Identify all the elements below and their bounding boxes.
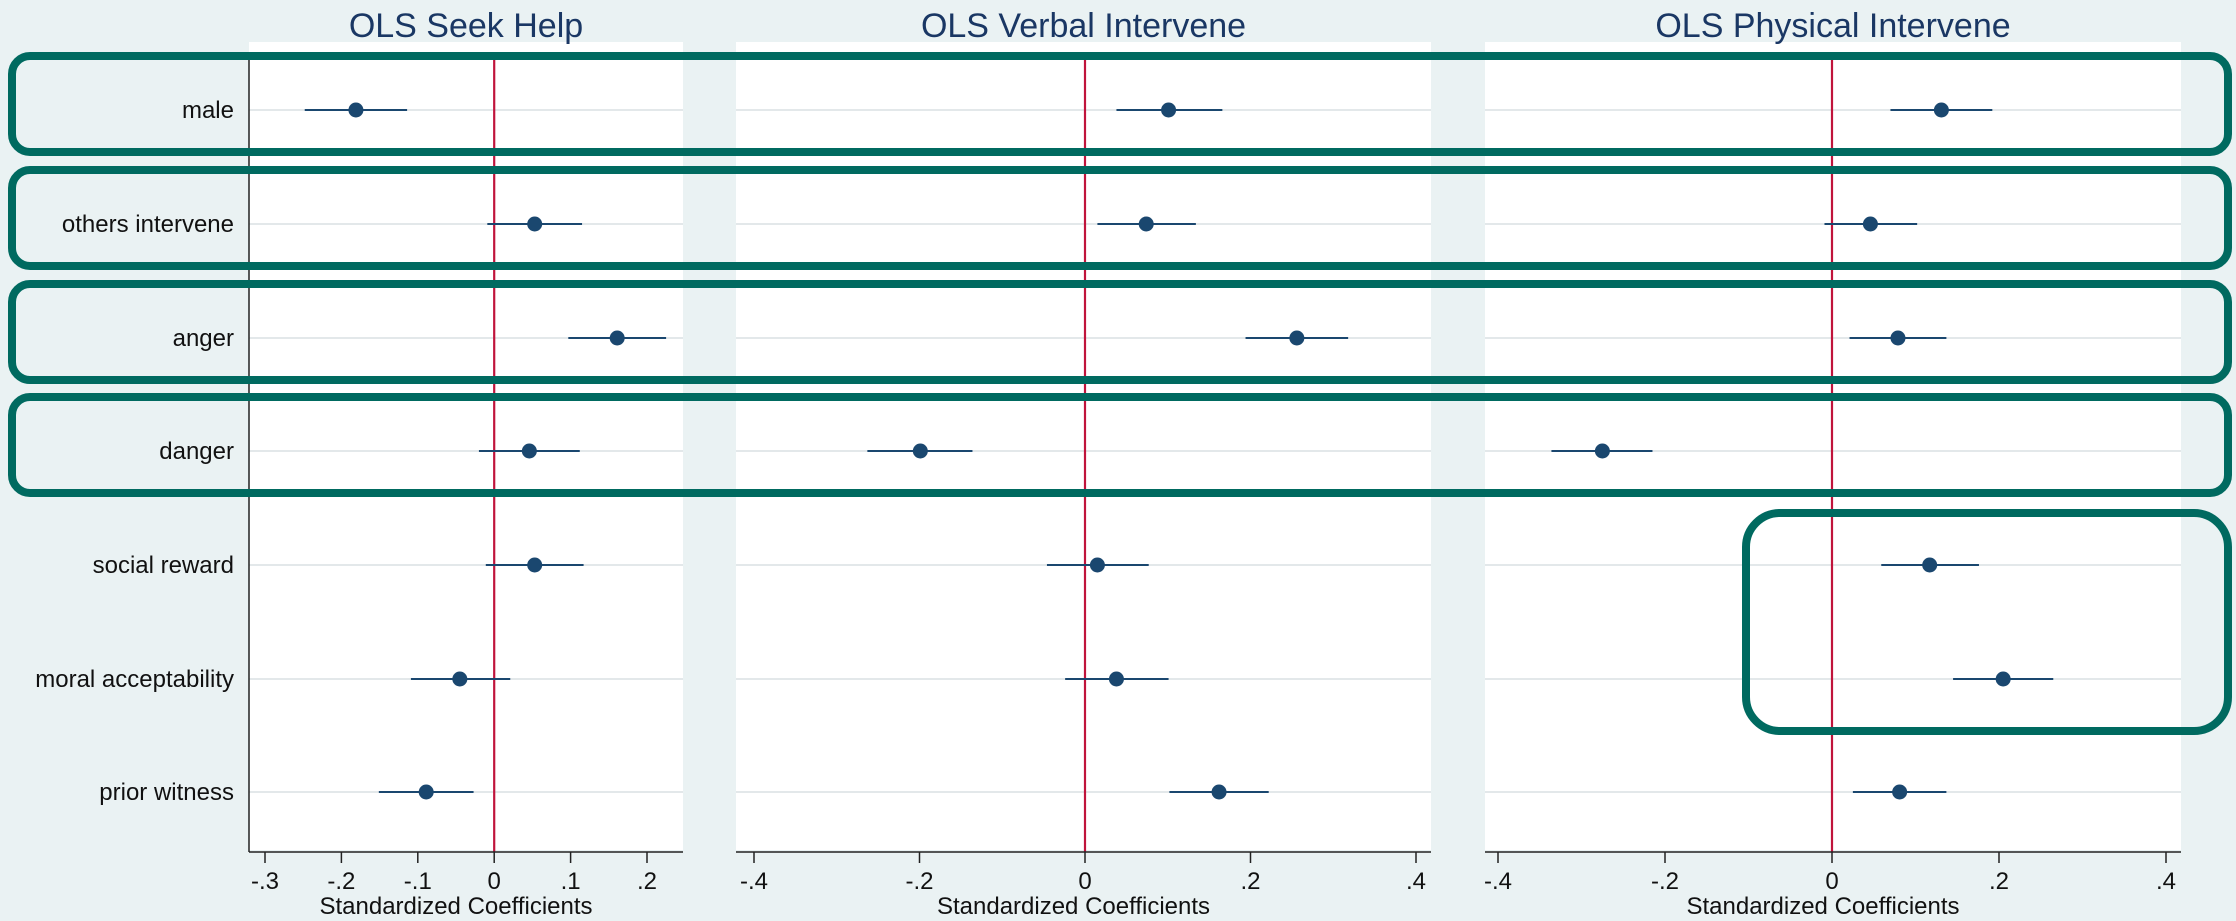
point-estimate <box>1161 102 1177 118</box>
highlight-box-male <box>8 52 2232 156</box>
coefficient-male <box>304 102 408 118</box>
chart-panels: OLS Seek Help -.3 -.2 -.1 0 .1 .2 Standardized … <box>248 7 2181 920</box>
x-tick-label: -.2 <box>327 868 355 895</box>
x-tick-label: -.4 <box>1484 868 1512 895</box>
panel-title: OLS Seek Help <box>349 7 583 45</box>
coefficient-male <box>1116 102 1223 118</box>
point-estimate <box>1108 671 1124 687</box>
x-tick-label: .1 <box>561 868 581 895</box>
point-estimate <box>521 443 537 459</box>
coefficient-social-reward <box>1881 557 1979 573</box>
x-tick-label: -.2 <box>905 868 933 895</box>
point-estimate <box>1862 216 1878 232</box>
category-label-moral-acceptability: moral acceptability <box>35 666 234 693</box>
coefficient-moral-acceptability <box>1953 671 2054 687</box>
point-estimate <box>1594 443 1610 459</box>
coefficient-prior-witness <box>378 784 474 800</box>
point-estimate <box>527 216 543 232</box>
coefficient-others-intervene <box>487 216 583 232</box>
panel-ols-verbal-intervene: OLS Verbal Intervene -.4 -.2 0 .2 .4 Standardi… <box>736 7 1431 920</box>
point-estimate <box>348 102 364 118</box>
x-tick-label: -.4 <box>740 868 768 895</box>
point-estimate <box>1922 557 1938 573</box>
x-tick-label: 0 <box>1825 868 1838 895</box>
x-tick-label: -.2 <box>1651 868 1679 895</box>
panel-ols-seek-help: OLS Seek Help -.3 -.2 -.1 0 .1 .2 Standardized … <box>248 7 683 920</box>
point-estimate <box>452 671 468 687</box>
plot-area <box>736 42 1431 850</box>
coefficient-danger <box>478 443 580 459</box>
x-tick-label: -.1 <box>404 868 432 895</box>
coefficient-others-intervene <box>1097 216 1196 232</box>
x-tick-label: 0 <box>488 868 501 895</box>
point-estimate <box>1890 330 1906 346</box>
point-estimate <box>912 443 928 459</box>
point-estimate <box>1289 330 1305 346</box>
x-tick-label: .2 <box>1240 868 1260 895</box>
coefficient-moral-acceptability <box>1065 671 1169 687</box>
highlight-box-social-reward-moral-acceptability <box>1742 509 2232 735</box>
x-tick-label: .4 <box>1406 868 1426 895</box>
point-estimate <box>1892 784 1908 800</box>
highlight-box-danger <box>8 393 2232 497</box>
coefficient-anger <box>1849 330 1947 346</box>
coefficient-danger <box>867 443 973 459</box>
x-tick-label: 0 <box>1078 868 1091 895</box>
coefficient-anger <box>1245 330 1349 346</box>
panel-title: OLS Verbal Intervene <box>921 7 1246 45</box>
category-label-danger: danger <box>159 438 234 465</box>
category-label-others-intervene: others intervene <box>62 211 234 238</box>
coefficient-moral-acceptability <box>410 671 511 687</box>
point-estimate <box>418 784 434 800</box>
category-label-prior-witness: prior witness <box>99 779 234 806</box>
x-tick-label: .4 <box>2156 868 2176 895</box>
coefficient-social-reward <box>485 557 584 573</box>
category-labels: male others intervene anger danger social re… <box>35 97 234 806</box>
x-tick-label: .2 <box>637 868 657 895</box>
plot-area <box>249 42 683 850</box>
category-label-male: male <box>182 97 234 124</box>
point-estimate <box>527 557 543 573</box>
coefficient-danger <box>1551 443 1653 459</box>
coefficient-prior-witness <box>1169 784 1269 800</box>
x-axis-label: Standardized Coefficients <box>1686 893 1959 920</box>
panel-ols-physical-intervene: OLS Physical Intervene -.4 -.2 0 .2 .4 Standar… <box>1484 7 2181 920</box>
category-label-anger: anger <box>173 325 234 352</box>
highlight-boxes <box>8 52 2232 735</box>
highlight-box-others-intervene <box>8 166 2232 270</box>
point-estimate <box>1995 671 2011 687</box>
coefficient-male <box>1890 102 1993 118</box>
point-estimate <box>609 330 625 346</box>
panel-title: OLS Physical Intervene <box>1655 7 2010 45</box>
coefficient-prior-witness <box>1852 784 1947 800</box>
x-tick-label: .2 <box>1989 868 2009 895</box>
coefficient-others-intervene <box>1824 216 1918 232</box>
category-label-social-reward: social reward <box>93 552 234 579</box>
x-axis-label: Standardized Coefficients <box>319 893 592 920</box>
point-estimate <box>1933 102 1949 118</box>
coefficient-social-reward <box>1046 557 1149 573</box>
coefficient-anger <box>568 330 667 346</box>
x-tick-label: -.3 <box>251 868 279 895</box>
highlight-box-anger <box>8 280 2232 384</box>
x-axis-label: Standardized Coefficients <box>937 893 1210 920</box>
point-estimate <box>1138 216 1154 232</box>
point-estimate <box>1211 784 1227 800</box>
point-estimate <box>1089 557 1105 573</box>
